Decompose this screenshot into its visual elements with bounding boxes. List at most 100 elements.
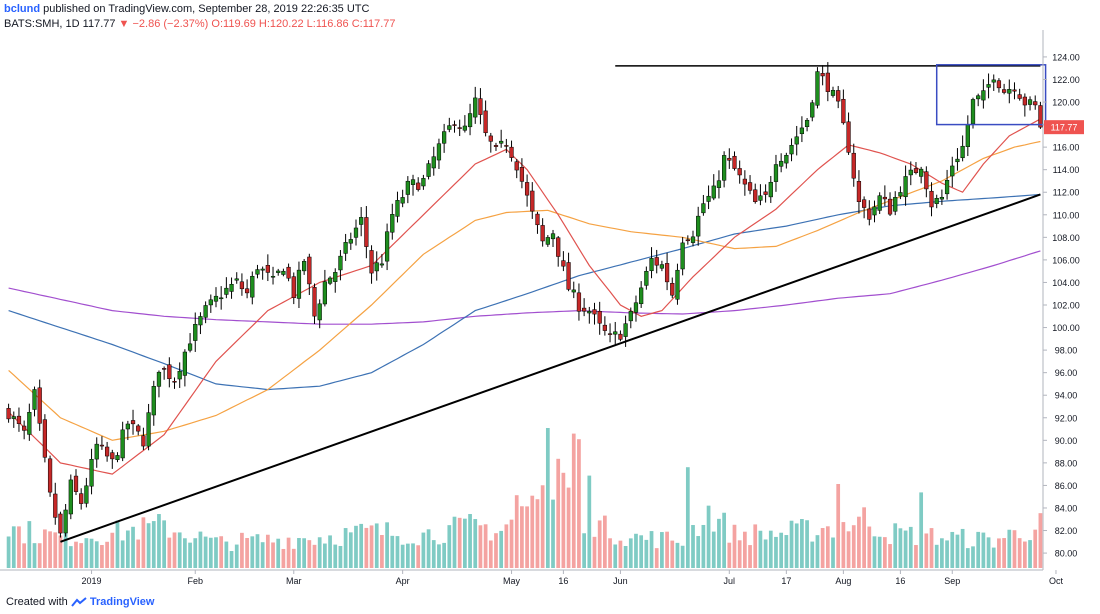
volume-bar [628, 538, 633, 568]
candle-body [779, 160, 784, 167]
price-tick-label: 82.00 [1055, 526, 1078, 536]
volume-bar [997, 538, 1001, 568]
candle-body [670, 283, 675, 296]
candle-body [955, 158, 960, 163]
candle-body [239, 281, 245, 290]
volume-bar [758, 530, 763, 568]
price-tick-label: 88.00 [1055, 458, 1078, 468]
time-tick-label: Feb [187, 576, 203, 586]
volume-bar [494, 533, 498, 568]
candle-body [94, 443, 99, 460]
candle-body [820, 73, 825, 77]
volume-bar [354, 525, 358, 568]
candle-body [540, 225, 545, 242]
candle-body [442, 131, 447, 144]
candle-body [390, 214, 395, 233]
volume-bar [452, 516, 457, 568]
volume-bar [307, 540, 312, 568]
volume-bar [660, 532, 664, 568]
volume-bar [903, 530, 908, 568]
candle-body [867, 208, 872, 220]
candle-body [478, 98, 483, 115]
candle-body [58, 513, 63, 534]
volume-bar [986, 537, 991, 568]
volume-bar [437, 544, 441, 568]
volume-bar [374, 523, 379, 568]
candle-body [524, 182, 530, 196]
volume-bar [333, 544, 338, 568]
volume-bar [623, 545, 628, 568]
candle-body [768, 181, 773, 198]
volume-bar [872, 536, 877, 568]
candle-body [747, 182, 753, 191]
price-tick-label: 96.00 [1055, 368, 1078, 378]
volume-bar [395, 536, 400, 568]
volume-bar [188, 542, 192, 568]
candle-body [680, 242, 685, 270]
candle-body [11, 416, 16, 419]
candle-body [846, 121, 851, 153]
volume-bar [945, 540, 949, 568]
candle-body [607, 333, 613, 335]
candle-body [353, 227, 359, 238]
candle-body [649, 258, 654, 272]
candle-body [219, 297, 224, 300]
candle-body [312, 287, 317, 317]
candle-body [416, 182, 421, 190]
volume-bar [348, 532, 353, 568]
candle-body [877, 195, 882, 211]
candle-body [338, 255, 343, 271]
volume-bar [411, 543, 415, 568]
author-link[interactable]: bclund [4, 3, 41, 15]
volume-bar [63, 527, 68, 568]
candle-body [789, 144, 794, 155]
volume-bar [369, 525, 374, 568]
volume-bar [1002, 538, 1006, 568]
candle-body [99, 444, 105, 447]
candle-body [893, 197, 898, 212]
candle-body [193, 323, 198, 341]
volume-bar [141, 517, 146, 568]
price-tick-label: 80.00 [1055, 549, 1078, 559]
volume-bar [748, 545, 752, 568]
volume-bar [971, 546, 975, 568]
volume-bar [22, 543, 27, 568]
volume-bar [234, 544, 239, 568]
volume-bar [535, 499, 540, 568]
candle-body [976, 95, 981, 100]
candle-body [986, 84, 991, 88]
price-tick-label: 98.00 [1055, 346, 1078, 356]
symbol-label[interactable]: BATS:SMH, 1D [4, 18, 80, 30]
candle-body [42, 419, 48, 458]
candle-body [234, 278, 239, 281]
candle-body [146, 412, 151, 447]
volume-bar [167, 537, 172, 568]
candle-body [696, 215, 701, 237]
tradingview-brand-link[interactable]: TradingView [89, 596, 155, 608]
volume-bar [105, 541, 109, 568]
volume-bar [120, 540, 125, 568]
time-tick-label: Oct [1049, 576, 1064, 586]
time-tick-label: Apr [396, 576, 410, 586]
publish-line: bclund published on TradingView.com, Sep… [4, 2, 369, 16]
candle-body [535, 213, 540, 226]
candle-body [89, 459, 94, 487]
volume-bar [219, 536, 224, 568]
time-tick-label: 16 [558, 576, 568, 586]
candle-body [426, 163, 431, 177]
candle-body [499, 140, 504, 144]
candle-body [856, 181, 862, 202]
volume-bar [618, 540, 623, 568]
candle-body [462, 125, 467, 131]
candle-body [706, 195, 711, 202]
candle-body [84, 485, 89, 504]
volume-bar [426, 529, 431, 568]
candle-body [250, 275, 255, 298]
volume-bar [286, 537, 291, 568]
candle-body [602, 324, 607, 331]
volume-bar [514, 495, 519, 568]
volume-bar [245, 537, 249, 568]
candle-body [1007, 89, 1012, 94]
candle-body [929, 190, 934, 208]
